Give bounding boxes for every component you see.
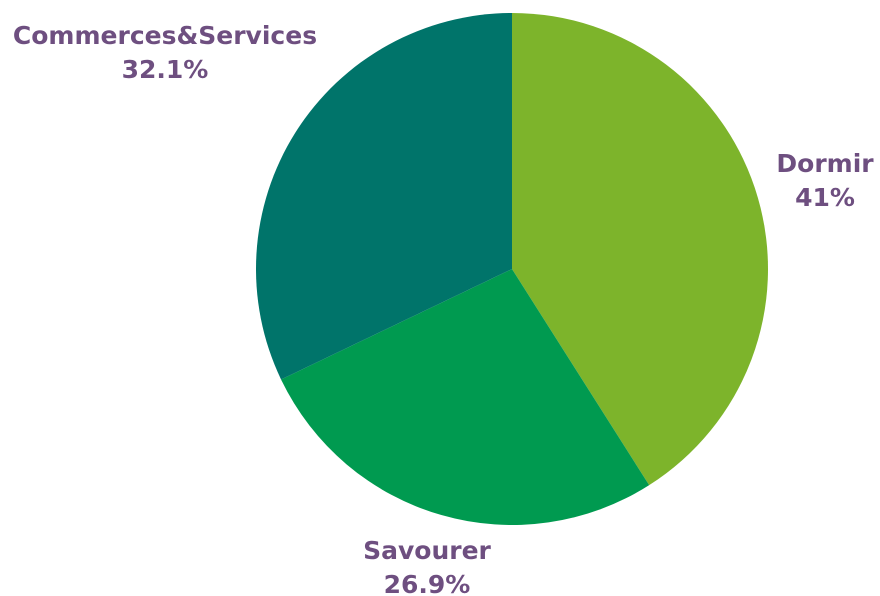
slice-category-label: Savourer xyxy=(363,536,491,565)
pie-slice-dormir xyxy=(512,13,769,486)
pie-slices xyxy=(255,13,769,526)
slice-category-label: Commerces&Services xyxy=(13,21,317,50)
slice-value-label: 26.9% xyxy=(384,570,471,596)
pie-slice-savourer xyxy=(281,269,650,526)
pie-labels: Dormir 41% Savourer 26.9% Commerces&Services… xyxy=(13,21,874,596)
slice-value-label: 32.1% xyxy=(122,55,209,84)
pie-slice-commerces-services xyxy=(255,13,512,380)
slice-category-label: Dormir xyxy=(776,149,874,178)
slice-value-label: 41% xyxy=(795,183,855,212)
